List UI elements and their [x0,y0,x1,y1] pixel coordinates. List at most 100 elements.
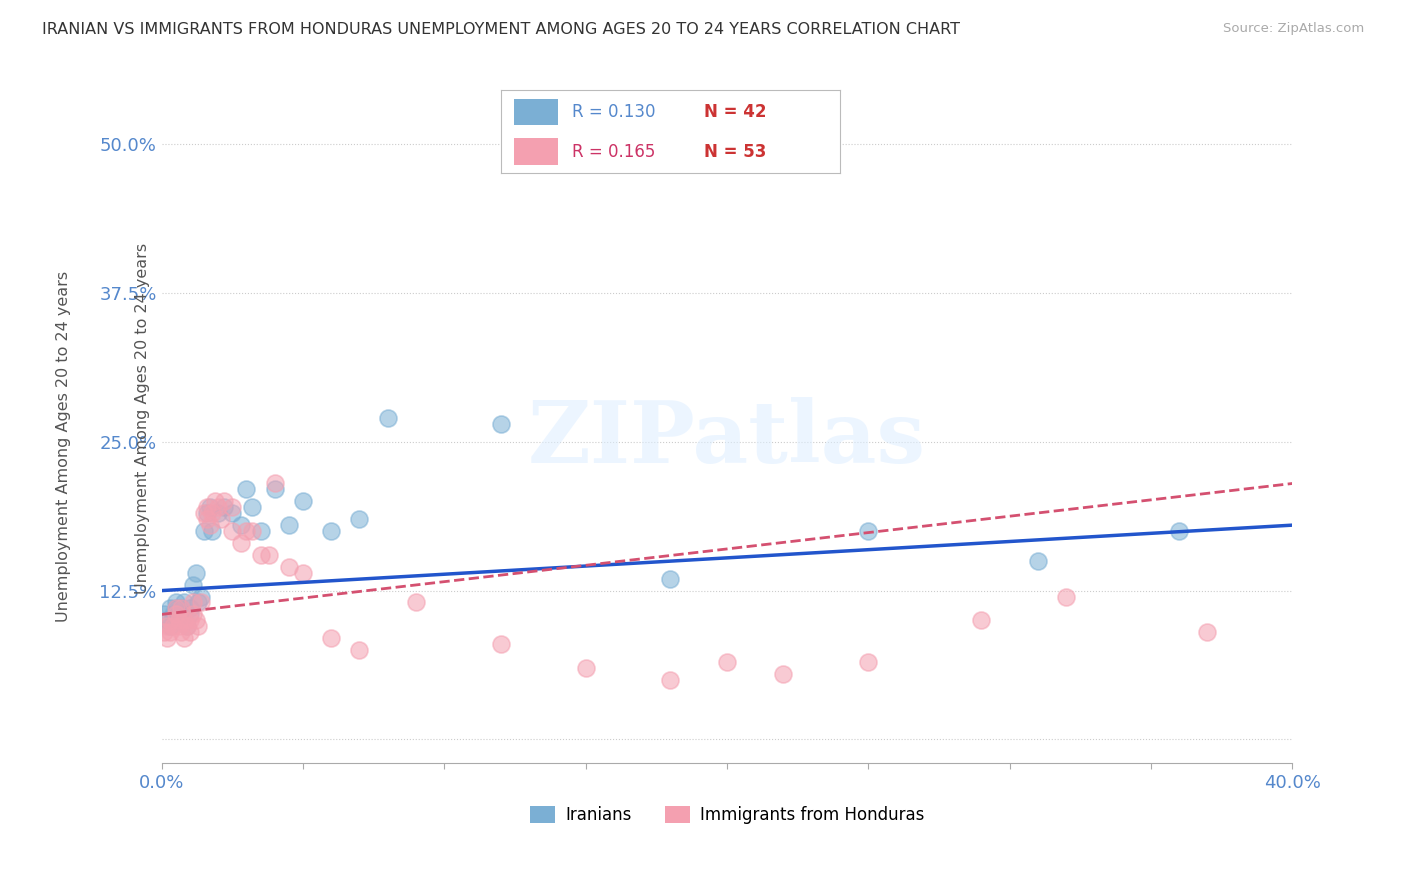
Point [240,500,263,515]
Point [221,500,243,515]
Point [181,577,204,591]
Point [970,613,993,627]
Point [229,536,252,550]
Point [187,619,209,633]
Point [173,613,195,627]
Point [204,494,226,508]
Point [716,655,738,669]
Point [1197,625,1219,640]
Point [184,613,207,627]
Point [165,607,187,622]
Point [181,595,204,609]
Point [156,619,179,633]
Point [162,619,184,633]
Point [772,666,794,681]
Point [489,637,512,651]
Point [229,518,252,533]
Point [659,572,682,586]
Point [291,566,314,580]
Point [159,601,181,615]
Point [173,631,195,645]
Point [190,590,212,604]
Point [198,500,221,515]
Point [249,524,271,538]
Point [489,417,512,431]
Point [170,601,193,615]
Point [167,619,190,633]
Point [1054,590,1077,604]
Point [181,607,204,622]
Point [156,613,179,627]
Point [165,601,187,615]
Point [201,506,224,520]
Point [170,625,193,640]
Point [195,512,218,526]
Point [377,411,399,425]
Point [170,601,193,615]
Point [263,476,285,491]
Point [156,631,179,645]
Point [179,625,201,640]
Point [263,483,285,497]
Point [349,643,371,657]
Point [291,494,314,508]
Point [209,512,232,526]
Point [165,595,187,609]
Point [184,566,207,580]
Point [1026,554,1049,568]
Point [187,595,209,609]
Point [195,500,218,515]
Point [257,548,280,562]
Text: IRANIAN VS IMMIGRANTS FROM HONDURAS UNEMPLOYMENT AMONG AGES 20 TO 24 YEARS CORRE: IRANIAN VS IMMIGRANTS FROM HONDURAS UNEM… [42,22,960,37]
Point [193,524,215,538]
Point [198,518,221,533]
Point [349,512,371,526]
Point [277,559,299,574]
Point [159,625,181,640]
Point [159,613,181,627]
Point [162,607,184,622]
Point [179,601,201,615]
Point [193,506,215,520]
Point [207,506,229,520]
Point [173,595,195,609]
Point [235,483,257,497]
Point [221,524,243,538]
Point [240,524,263,538]
Point [179,613,201,627]
Point [195,506,218,520]
Point [207,500,229,515]
Point [176,619,198,633]
Y-axis label: Unemployment Among Ages 20 to 24 years: Unemployment Among Ages 20 to 24 years [135,243,150,593]
Point [212,494,235,508]
Point [179,607,201,622]
Point [235,524,257,538]
Point [167,613,190,627]
Point [574,661,596,675]
Legend: Iranians, Immigrants from Honduras: Iranians, Immigrants from Honduras [530,805,924,824]
Point [405,595,427,609]
Point [212,500,235,515]
Point [321,631,343,645]
Point [167,613,190,627]
Point [162,613,184,627]
Point [858,655,880,669]
Point [249,548,271,562]
Point [176,619,198,633]
Point [165,601,187,615]
Point [201,524,224,538]
Point [858,524,880,538]
Point [659,673,682,687]
Point [277,518,299,533]
Text: Source: ZipAtlas.com: Source: ZipAtlas.com [1223,22,1364,36]
Point [153,607,176,622]
Text: ZIPatlas: ZIPatlas [527,397,927,481]
Point [173,613,195,627]
Point [1168,524,1191,538]
Text: Unemployment Among Ages 20 to 24 years: Unemployment Among Ages 20 to 24 years [56,270,70,622]
Point [170,607,193,622]
Point [321,524,343,538]
Point [159,619,181,633]
Point [190,595,212,609]
Point [153,625,176,640]
